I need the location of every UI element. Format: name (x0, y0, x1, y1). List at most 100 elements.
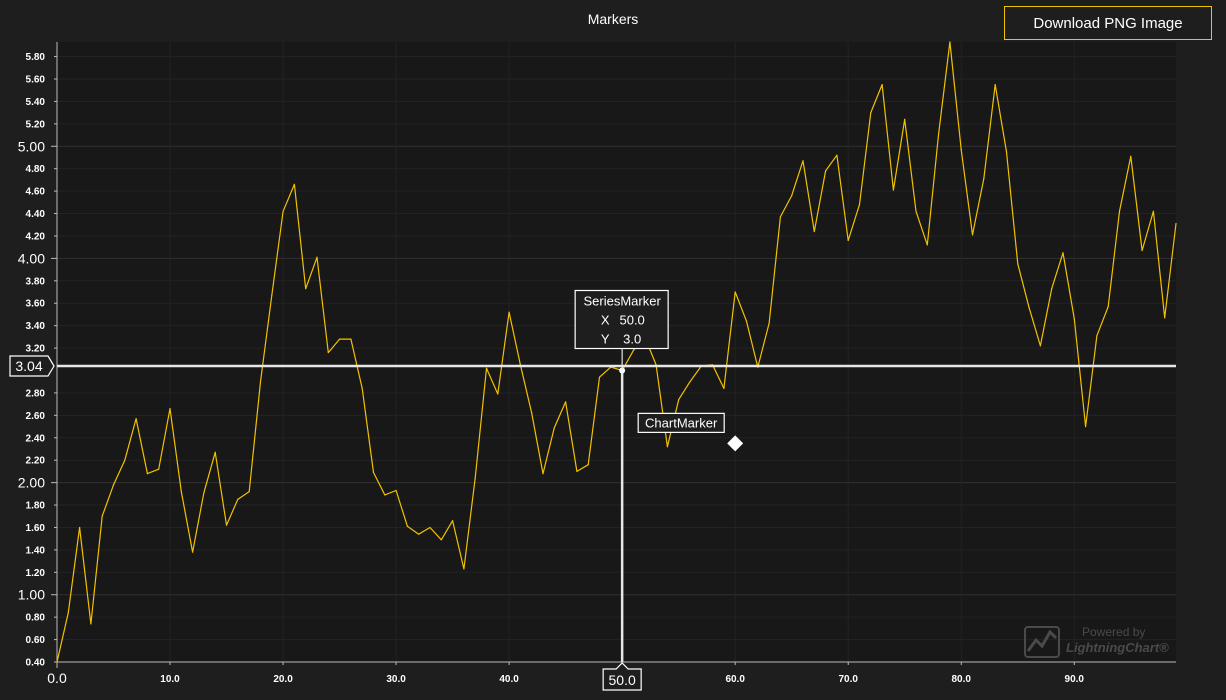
data-point (158, 468, 160, 470)
data-point (1017, 263, 1019, 265)
marker-layer: 3.04 50.0 SeriesMarker X 50.0 Y 3.0 ChartMarker (9, 289, 1176, 691)
data-point (1039, 345, 1041, 347)
y-tick-label: 2.20 (26, 456, 46, 467)
data-point (1005, 151, 1008, 153)
series-line (56, 41, 1177, 663)
data-point (1073, 318, 1075, 320)
data-point (531, 412, 533, 414)
data-point (1084, 425, 1087, 428)
series-layer (56, 41, 1177, 663)
data-point (881, 84, 883, 86)
data-point (305, 288, 307, 290)
y-crosshair-label: 3.04 (15, 358, 42, 374)
y-tick-label: 3.60 (26, 299, 46, 310)
data-point (915, 210, 917, 212)
y-tick-label: 1.00 (18, 587, 45, 603)
y-tick-label: 5.20 (26, 119, 46, 130)
data-point (813, 230, 815, 233)
y-crosshair-label-box (9, 355, 55, 377)
x-tick-label: 80.0 (952, 674, 972, 685)
data-point (237, 498, 239, 501)
x-tick-label: 60.0 (725, 674, 745, 685)
data-point (768, 322, 770, 325)
data-point (1096, 335, 1098, 337)
data-point (1107, 305, 1109, 308)
data-point (293, 183, 295, 185)
y-tick-label: 2.40 (26, 433, 46, 444)
x-tick-label: 90.0 (1065, 674, 1085, 685)
data-point (508, 311, 510, 313)
data-point (124, 459, 126, 461)
data-point (847, 239, 849, 242)
plot-area[interactable] (57, 42, 1176, 662)
data-point (587, 464, 589, 466)
data-point (723, 387, 725, 390)
y-tick-label: 1.40 (26, 545, 46, 556)
data-point (56, 661, 58, 663)
lightningchart-watermark: Powered by LightningChart® (1024, 623, 1176, 663)
data-point (858, 203, 861, 206)
data-point (497, 393, 499, 395)
data-point (825, 170, 827, 172)
data-point (1051, 288, 1053, 290)
data-point (904, 118, 906, 120)
data-point (180, 490, 182, 493)
data-point (452, 520, 454, 522)
x-tick-label: 10.0 (160, 674, 180, 685)
y-tick-label: 4.40 (26, 209, 46, 220)
data-point (542, 473, 544, 475)
data-point (418, 533, 420, 535)
data-point (259, 381, 262, 383)
data-point (327, 351, 329, 354)
data-point (440, 539, 442, 541)
y-tick-label: 4.80 (26, 164, 46, 175)
data-point (565, 401, 567, 403)
y-tick-label: 3.40 (26, 321, 46, 332)
y-tick-label: 5.80 (26, 52, 46, 63)
data-point (169, 408, 171, 410)
data-point (112, 484, 115, 486)
y-tick-label: 4.20 (26, 231, 46, 242)
x-tick-label: 40.0 (499, 674, 519, 685)
data-point (1164, 317, 1166, 319)
data-point (192, 551, 194, 553)
data-point (90, 623, 92, 625)
x-crosshair-label: 50.0 (609, 672, 636, 688)
data-point (1152, 210, 1154, 212)
data-point (485, 367, 488, 369)
data-point (576, 470, 578, 473)
x-crosshair-label-box (602, 662, 642, 691)
y-tick-label: 2.00 (18, 475, 45, 491)
x-tick-label: 70.0 (838, 674, 858, 685)
data-point (971, 234, 974, 236)
data-point (745, 320, 748, 322)
data-point (316, 256, 318, 258)
data-point (983, 178, 985, 180)
y-tick-label: 1.80 (26, 501, 46, 512)
y-tick-label: 0.60 (26, 635, 46, 646)
download-png-button[interactable]: Download PNG Image (1004, 6, 1212, 40)
lightningchart-logo-icon (1024, 626, 1060, 658)
chart-marker-diamond (727, 435, 744, 452)
data-point (994, 84, 996, 86)
chart-title: Markers (587, 11, 639, 27)
data-point (1175, 223, 1177, 225)
data-point (960, 149, 962, 151)
y-tick-label: 0.40 (26, 658, 46, 669)
data-point (271, 294, 273, 296)
data-point (474, 477, 476, 479)
data-point (791, 194, 793, 197)
data-point (203, 492, 205, 494)
series-marker-y-value: 3.0 (623, 331, 641, 346)
data-point (101, 515, 103, 517)
data-point (248, 490, 250, 493)
watermark-powered-text: Powered by (1082, 625, 1146, 639)
data-point (938, 133, 940, 135)
data-point (1028, 307, 1030, 309)
y-tick-label: 3.80 (26, 276, 46, 287)
data-point (632, 349, 635, 351)
data-point (666, 446, 668, 448)
data-point (678, 399, 680, 401)
